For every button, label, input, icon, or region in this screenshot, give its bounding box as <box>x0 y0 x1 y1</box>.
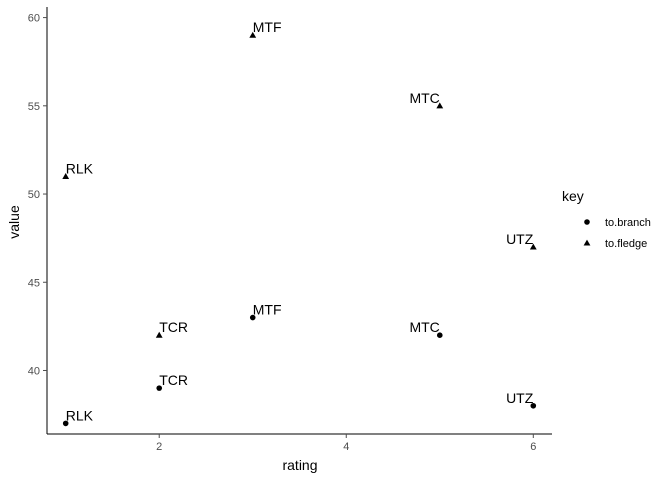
x-tick-label: 2 <box>156 441 162 453</box>
x-axis-title: rating <box>282 457 317 473</box>
point-label: MTF <box>253 19 282 35</box>
y-tick-label: 40 <box>28 365 40 377</box>
x-tick-label: 6 <box>530 441 536 453</box>
point-label: TCR <box>159 319 188 335</box>
fledge-point <box>249 31 257 38</box>
point-label: RLK <box>66 160 94 176</box>
legend-label: to.fledge <box>605 238 647 250</box>
fledge-point <box>529 243 537 250</box>
branch-point <box>156 385 163 391</box>
fledge-point <box>62 172 70 179</box>
point-label: MTF <box>253 302 282 318</box>
point-label: MTC <box>409 90 439 106</box>
legend-title: key <box>562 188 584 204</box>
y-tick-label: 45 <box>28 277 40 289</box>
x-tick-label: 4 <box>343 441 349 453</box>
point-label: UTZ <box>506 390 534 406</box>
fledge-point <box>436 102 444 109</box>
legend-key-triangle <box>583 239 591 246</box>
fledge-point <box>155 331 163 338</box>
legend-label: to.branch <box>605 217 651 229</box>
legend: key to.branch to.fledge <box>562 188 651 250</box>
branch-point <box>62 420 69 427</box>
marks-group <box>62 31 537 427</box>
branch-point <box>249 314 256 321</box>
branch-point <box>530 402 537 409</box>
point-label: RLK <box>66 407 94 423</box>
axes-group: 2 4 6 40 45 50 55 60 <box>28 7 552 453</box>
branch-point <box>436 332 443 338</box>
legend-key-circle <box>584 219 590 225</box>
y-tick-label: 50 <box>28 189 40 201</box>
y-tick-label: 60 <box>28 13 40 25</box>
y-tick-label: 55 <box>28 101 40 113</box>
point-labels-group: RLK TCR MTF MTC UTZ RLK TCR MTF MTC UTZ <box>66 19 534 423</box>
point-label: UTZ <box>506 231 534 247</box>
y-axis-title: value <box>6 205 22 239</box>
point-label: MTC <box>409 319 439 335</box>
point-label: TCR <box>159 372 188 388</box>
